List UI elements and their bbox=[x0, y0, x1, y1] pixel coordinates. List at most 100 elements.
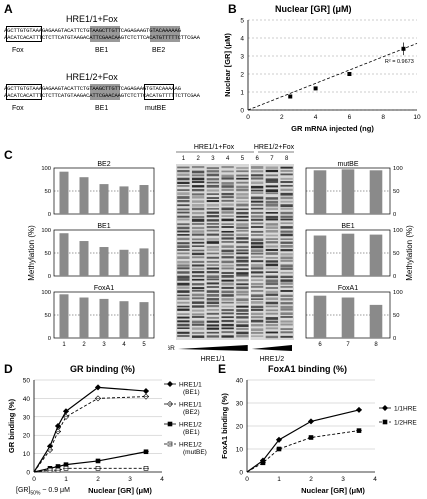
bar bbox=[369, 170, 383, 214]
gel-band bbox=[191, 260, 205, 263]
gel-band bbox=[250, 181, 264, 185]
gel-band bbox=[206, 245, 220, 249]
gel-band bbox=[221, 185, 234, 188]
gel-band bbox=[206, 290, 220, 293]
gel-band bbox=[191, 287, 205, 290]
gel-band bbox=[191, 309, 205, 312]
gel-band bbox=[221, 177, 234, 180]
gel-band bbox=[265, 327, 279, 330]
gel-band bbox=[280, 207, 293, 210]
gel-band bbox=[250, 256, 264, 258]
gel-band bbox=[250, 245, 264, 249]
gel-band bbox=[191, 181, 205, 183]
gel-band bbox=[177, 189, 190, 191]
gel-band bbox=[250, 174, 264, 177]
y-tick-label: 100 bbox=[41, 290, 51, 296]
gel-band bbox=[265, 331, 279, 334]
gel-band bbox=[221, 170, 234, 173]
seq-top: AGCTTGTGTAAAGAGAAGTACATTCTGTAAGCTTGTTCAG… bbox=[4, 85, 181, 92]
gel-band bbox=[265, 189, 279, 192]
x-tick-label: 8 bbox=[381, 114, 385, 121]
gel-band bbox=[265, 257, 279, 259]
panel-letter-a: A bbox=[4, 2, 13, 16]
data-point bbox=[313, 86, 318, 91]
gel-band bbox=[236, 259, 249, 263]
gel-band bbox=[221, 215, 234, 217]
gel-band bbox=[236, 196, 249, 199]
gel-band bbox=[221, 319, 234, 323]
gel-band bbox=[280, 173, 293, 176]
gel-band bbox=[265, 290, 279, 294]
gel-band bbox=[236, 298, 249, 302]
gel-band bbox=[280, 308, 293, 311]
gel-band bbox=[191, 241, 205, 244]
series-label: FoxA1 bbox=[94, 285, 114, 292]
lane-number: 8 bbox=[285, 156, 289, 162]
gel-band bbox=[177, 218, 190, 221]
label-be2: BE2 bbox=[152, 47, 166, 54]
gel-band bbox=[221, 316, 234, 319]
gel-band bbox=[236, 335, 249, 338]
series-label: BE2 bbox=[97, 161, 110, 168]
category-label: 5 bbox=[142, 342, 146, 348]
gel-band bbox=[206, 249, 220, 251]
gel-band bbox=[250, 196, 264, 200]
gel-band bbox=[206, 238, 220, 241]
gel-band bbox=[177, 242, 190, 245]
gel-band bbox=[221, 203, 234, 206]
gel-band bbox=[236, 200, 249, 203]
gel-band bbox=[221, 282, 234, 286]
gel-band bbox=[265, 245, 279, 248]
y-axis-label: GR binding (%) bbox=[7, 398, 16, 453]
gel-band bbox=[221, 271, 234, 275]
gel-band bbox=[191, 189, 205, 192]
gel-band bbox=[265, 226, 279, 229]
data-point bbox=[288, 94, 293, 99]
gel-band bbox=[236, 316, 249, 319]
gel-band bbox=[221, 305, 234, 308]
y-tick-label: 50 bbox=[45, 251, 51, 257]
bar bbox=[341, 169, 355, 214]
legend-label: HRE1/1 bbox=[179, 402, 202, 409]
gel-band bbox=[221, 312, 234, 315]
bar bbox=[79, 241, 89, 276]
category-label: 3 bbox=[102, 342, 106, 348]
gel-band bbox=[250, 234, 264, 236]
gel-band bbox=[177, 252, 190, 255]
gel-band bbox=[206, 309, 220, 311]
y-axis-label: FoxA1 binding (%) bbox=[220, 393, 229, 459]
legend-label: 1/2HRE bbox=[394, 420, 417, 427]
gel-band bbox=[265, 218, 279, 221]
lane-number: 1 bbox=[182, 156, 186, 162]
be1-box bbox=[90, 84, 120, 100]
bar bbox=[119, 301, 129, 338]
gel-band bbox=[280, 298, 293, 301]
gel-band bbox=[191, 278, 205, 281]
gel-band bbox=[177, 204, 190, 207]
category-label: 4 bbox=[122, 342, 126, 348]
gel-band bbox=[177, 185, 190, 187]
gel-band bbox=[221, 182, 234, 185]
series-line bbox=[246, 430, 360, 473]
gel-band bbox=[191, 290, 205, 292]
gel-band bbox=[221, 226, 234, 228]
gel-band bbox=[280, 335, 293, 338]
gel-band bbox=[191, 226, 205, 230]
gel-band bbox=[177, 245, 190, 248]
gel-band bbox=[265, 174, 279, 177]
category-label: 2 bbox=[82, 342, 86, 348]
bar bbox=[99, 298, 109, 338]
gel-band bbox=[250, 189, 264, 192]
x-axis-label: GR mRNA injected (ng) bbox=[291, 124, 374, 133]
x-axis-label: Nuclear [GR] (μM) bbox=[301, 486, 365, 495]
gel-band bbox=[280, 286, 293, 288]
gel-band bbox=[236, 203, 249, 207]
gel-band bbox=[265, 301, 279, 305]
gel-band bbox=[191, 166, 205, 169]
gel-band bbox=[236, 331, 249, 335]
gel-band bbox=[265, 241, 279, 244]
gel-band bbox=[236, 320, 249, 324]
gel-band bbox=[221, 237, 234, 240]
gel-band bbox=[221, 309, 234, 312]
x-tick-label: 4 bbox=[314, 114, 318, 121]
